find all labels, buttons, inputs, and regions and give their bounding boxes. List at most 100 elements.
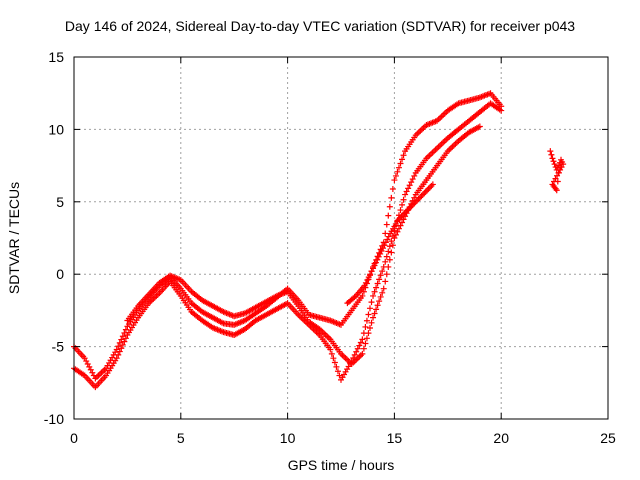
data-point <box>392 172 399 179</box>
data-point <box>389 242 396 249</box>
data-point <box>402 191 409 198</box>
data-point <box>385 263 392 270</box>
data-point <box>370 314 377 321</box>
data-point <box>547 148 554 155</box>
data-point <box>424 187 431 194</box>
data-point <box>118 336 125 343</box>
data-point <box>376 298 383 305</box>
data-point <box>386 203 393 210</box>
data-point <box>363 335 370 342</box>
data-point <box>388 194 395 201</box>
data-point <box>336 372 343 379</box>
data-point <box>395 225 402 232</box>
y-tick-label: 10 <box>48 121 64 137</box>
axes <box>73 56 609 420</box>
data-point <box>556 166 563 173</box>
data-point <box>334 368 341 375</box>
y-tick-label: -10 <box>44 411 64 427</box>
data-point <box>400 196 407 203</box>
data-point <box>376 276 383 283</box>
data-point <box>382 278 389 285</box>
x-tick-label: 0 <box>70 430 78 446</box>
data-point <box>397 160 404 167</box>
data-point <box>113 355 120 362</box>
data-point <box>121 338 128 345</box>
x-tick-label: 5 <box>177 430 185 446</box>
data-point <box>391 177 398 184</box>
data-point <box>365 311 372 318</box>
data-point <box>399 156 406 163</box>
data-point <box>406 182 413 189</box>
data-point <box>360 345 367 352</box>
data-point <box>377 272 384 279</box>
data-point <box>356 342 363 349</box>
data-point <box>427 184 433 191</box>
data-point <box>366 305 373 312</box>
series-track-2 <box>71 100 505 391</box>
data-point <box>409 176 416 183</box>
data-point <box>425 185 432 192</box>
data-point <box>377 293 384 300</box>
data-point <box>383 271 390 278</box>
data-point <box>388 238 395 245</box>
x-tick-label: 20 <box>493 430 509 446</box>
data-point <box>400 152 407 159</box>
data-point <box>421 190 428 197</box>
data-point <box>368 299 375 306</box>
data-point <box>553 187 560 194</box>
data-point <box>380 285 387 292</box>
data-point <box>555 169 562 176</box>
data-point <box>116 339 123 346</box>
data-point <box>357 339 364 346</box>
data-point <box>391 235 398 241</box>
data-point <box>374 256 381 263</box>
data-point <box>392 231 399 238</box>
data-point <box>373 306 380 313</box>
data-point <box>428 182 435 189</box>
data-point <box>385 212 392 219</box>
data-point <box>550 158 557 165</box>
data-marks <box>71 90 567 391</box>
data-point <box>328 350 335 357</box>
data-point <box>362 340 369 347</box>
data-point <box>429 181 436 188</box>
y-tick-label: -5 <box>52 339 65 355</box>
data-point <box>383 253 390 260</box>
data-point <box>374 302 381 309</box>
data-point <box>399 201 406 208</box>
data-point <box>554 178 561 185</box>
series-track-3 <box>124 123 483 367</box>
data-point <box>386 243 393 250</box>
data-point <box>383 221 390 228</box>
y-tick-label: 15 <box>48 49 64 65</box>
series-cluster-late <box>547 148 567 194</box>
data-point <box>419 191 426 198</box>
data-point <box>368 319 375 326</box>
data-point <box>411 194 418 201</box>
grid-lines <box>74 57 608 419</box>
data-point <box>403 188 410 195</box>
data-point <box>549 155 556 162</box>
data-point <box>397 222 404 229</box>
data-point <box>405 185 412 192</box>
data-point <box>330 355 337 362</box>
data-point <box>399 219 406 226</box>
data-point <box>371 310 378 317</box>
data-point <box>395 164 402 171</box>
data-point <box>115 343 122 350</box>
data-point <box>362 323 369 330</box>
data-point <box>388 249 395 256</box>
data-point <box>365 330 372 337</box>
data-point <box>333 363 340 370</box>
chart-title: Day 146 of 2024, Sidereal Day-to-day VTE… <box>64 18 576 34</box>
data-point <box>411 172 418 179</box>
data-point <box>371 288 378 295</box>
data-point <box>417 194 424 201</box>
series-track-4 <box>344 181 436 307</box>
data-point <box>476 123 483 130</box>
data-point <box>498 107 505 114</box>
data-point <box>422 188 429 195</box>
data-point <box>382 258 389 265</box>
data-point <box>374 280 381 287</box>
